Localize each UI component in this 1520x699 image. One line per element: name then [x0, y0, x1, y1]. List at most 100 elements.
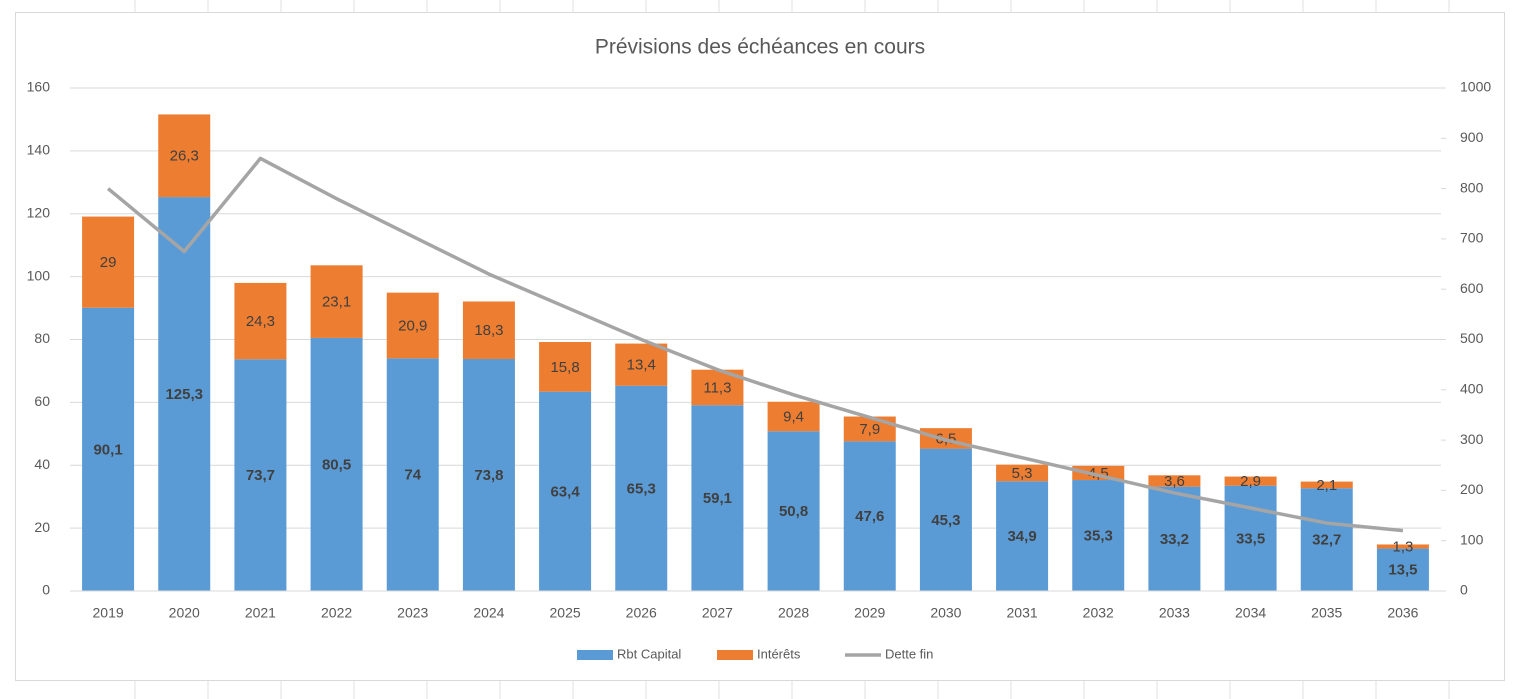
- y-tick-label: 160: [27, 79, 51, 95]
- y2-tick-label: 100: [1460, 531, 1484, 547]
- y2-tick-label: 200: [1460, 481, 1484, 497]
- y2-tick-label: 400: [1460, 381, 1484, 397]
- data-label: 24,3: [246, 313, 275, 330]
- data-label: 32,7: [1312, 532, 1341, 549]
- x-tick-label: 2032: [1083, 605, 1114, 621]
- x-tick-label: 2024: [473, 605, 504, 621]
- bar-segment: [234, 359, 287, 591]
- bar-segment: [1148, 486, 1201, 591]
- bar-segment: [310, 337, 363, 591]
- bar-segment: [615, 343, 668, 386]
- bar-segment: [539, 342, 592, 392]
- x-tick-label: 2022: [321, 605, 352, 621]
- y2-tick-label: 1000: [1460, 79, 1491, 95]
- data-label: 15,8: [550, 359, 579, 376]
- data-label: 74: [404, 467, 421, 484]
- bar-segment: [1376, 544, 1429, 549]
- data-label: 73,8: [474, 467, 503, 484]
- bar-segment: [996, 464, 1049, 482]
- sheet-grid: [134, 0, 1450, 699]
- x-tick-label: 2021: [245, 605, 276, 621]
- x-tick-label: 2020: [169, 605, 200, 621]
- bar-segment: [767, 401, 820, 432]
- y-tick-label: 140: [27, 142, 51, 158]
- y-tick-label: 60: [34, 393, 50, 409]
- data-label: 29: [100, 254, 117, 271]
- bar-segment: [996, 481, 1049, 591]
- y2-tick-label: 300: [1460, 431, 1484, 447]
- x-tick-label: 2033: [1159, 605, 1190, 621]
- x-tick-label: 2026: [626, 605, 657, 621]
- data-label: 13,5: [1388, 562, 1417, 579]
- bar-segment: [1072, 480, 1125, 591]
- legend-label: Intérêts: [757, 646, 801, 661]
- y-tick-label: 80: [34, 330, 50, 346]
- bar-segment: [1376, 548, 1429, 591]
- bar-segment: [82, 216, 135, 308]
- data-label: 7,9: [859, 421, 880, 438]
- data-label: 33,5: [1236, 530, 1265, 547]
- y-tick-label: 40: [34, 456, 50, 472]
- line: [106, 156, 1404, 533]
- bar-segment: [1300, 481, 1353, 489]
- data-label: 11,3: [703, 379, 731, 396]
- bar-segment: [462, 358, 515, 591]
- data-label: 34,9: [1007, 528, 1036, 545]
- data-label: 80,5: [322, 456, 351, 473]
- y2-tick-label: 700: [1460, 230, 1484, 246]
- data-label: 35,3: [1084, 527, 1113, 544]
- x-tick-label: 2025: [550, 605, 581, 621]
- data-label: 45,3: [931, 512, 960, 529]
- data-label: 13,4: [627, 357, 656, 374]
- data-label: 65,3: [627, 480, 656, 497]
- data-label: 23,1: [322, 294, 351, 311]
- data-label: 20,9: [398, 317, 427, 334]
- bar-segment: [158, 197, 211, 591]
- x-tick-label: 2027: [702, 605, 733, 621]
- y2-tick-label: 600: [1460, 280, 1484, 296]
- x-tick-label: 2029: [854, 605, 885, 621]
- x-tick-label: 2035: [1311, 605, 1342, 621]
- bar-segment: [767, 431, 820, 591]
- x-tick-label: 2036: [1387, 605, 1418, 621]
- bar-segment: [82, 307, 135, 591]
- data-label: 90,1: [93, 441, 122, 458]
- bar-segment: [539, 391, 592, 591]
- data-label: 18,3: [474, 322, 503, 339]
- y2-tick-label: 800: [1460, 179, 1484, 195]
- data-label: 47,6: [855, 508, 884, 525]
- x-tick-label: 2034: [1235, 605, 1266, 621]
- x-tick-label: 2023: [397, 605, 428, 621]
- bar-segment: [234, 282, 287, 360]
- data-label: 1,3: [1392, 538, 1413, 555]
- bar-segment: [691, 405, 744, 591]
- bar-segment: [310, 265, 363, 338]
- legend-swatch: [577, 650, 613, 660]
- bar-segment: [843, 416, 896, 442]
- data-label: 3,6: [1164, 473, 1185, 490]
- y-tick-label: 120: [27, 204, 51, 220]
- y2-tick-label: 500: [1460, 330, 1484, 346]
- bar-segment: [615, 385, 668, 591]
- data-label: 59,1: [703, 490, 732, 507]
- bar-segment: [462, 301, 515, 359]
- y2-tick-label: 0: [1460, 582, 1468, 598]
- y-tick-label: 20: [34, 519, 50, 535]
- bar-segment: [1300, 488, 1353, 591]
- bar-segment: [1072, 465, 1125, 481]
- x-tick-label: 2028: [778, 605, 809, 621]
- data-label: 26,3: [170, 148, 199, 165]
- x-tick-label: 2030: [930, 605, 961, 621]
- data-label: 9,4: [783, 408, 804, 425]
- y-tick-label: 100: [27, 267, 51, 283]
- data-label: 5,3: [1012, 465, 1033, 482]
- legend-swatch: [717, 650, 753, 660]
- legend-label: Rbt Capital: [617, 646, 681, 661]
- bar-segment: [386, 292, 439, 359]
- data-label: 73,7: [246, 467, 275, 484]
- bar-segment: [1224, 476, 1277, 486]
- y-tick-label: 0: [42, 582, 50, 598]
- data-label: 63,4: [550, 483, 580, 500]
- bar-segment: [919, 448, 972, 591]
